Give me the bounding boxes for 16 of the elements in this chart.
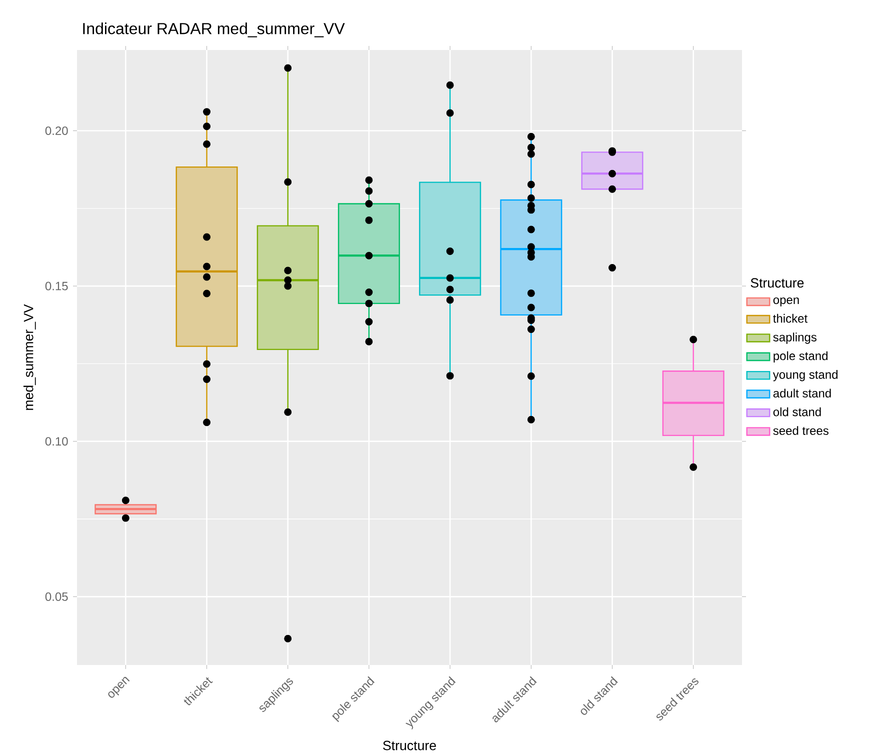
y-axis-title: med_summer_VV <box>23 304 36 410</box>
y-tick-label: 0.10 <box>45 437 68 446</box>
legend-label: thicket <box>773 314 808 323</box>
x-axis-title: Structure <box>383 740 436 750</box>
legend-label: young stand <box>772 370 838 382</box>
legend-label: seed trees <box>773 426 828 435</box>
legend-label: old stand <box>773 407 821 416</box>
legend-label: pole stand <box>774 351 828 363</box>
legend-label: saplings <box>773 332 816 344</box>
y-tick-label: 0.05 <box>45 592 68 601</box>
y-tick-label: 0.20 <box>45 126 68 136</box>
legend-label: adult stand <box>773 388 831 398</box>
legend-label: open <box>773 297 799 306</box>
chart-title: Indicateur RADAR med_summer_VV <box>83 22 345 38</box>
y-tick-label: 0.15 <box>45 282 68 290</box>
legend-title: Structure <box>750 278 804 288</box>
